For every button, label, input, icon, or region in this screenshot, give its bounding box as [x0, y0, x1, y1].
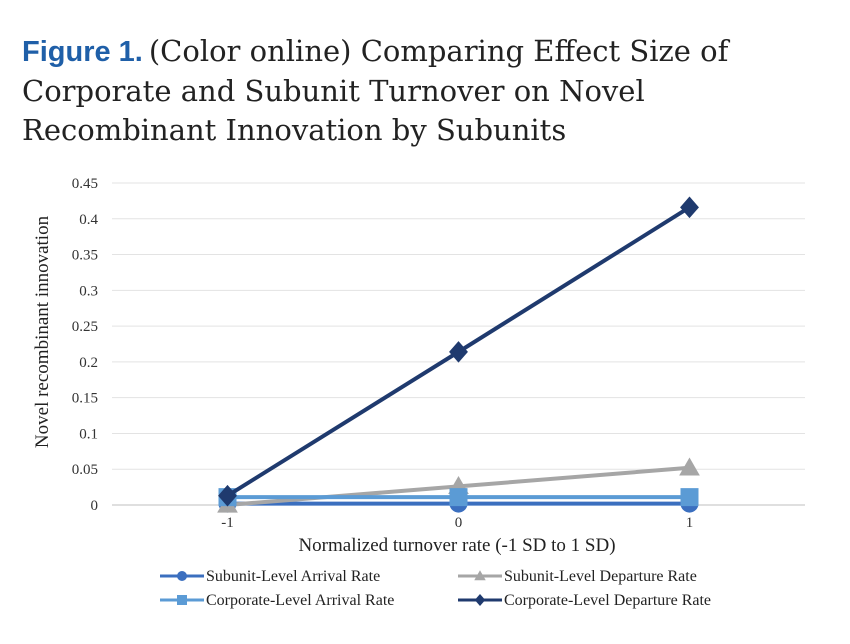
y-tick-labels: 0 0.05 0.1 0.15 0.2 0.25 0.3 0.35 0.4 0.45: [72, 176, 99, 514]
x-axis-title: Normalized turnover rate (-1 SD to 1 SD): [298, 535, 615, 556]
y-tick-label: 0: [91, 498, 99, 514]
legend-item: Subunit-Level Arrival Rate: [160, 568, 380, 585]
data-point-square: [449, 488, 468, 507]
y-tick-label: 0.35: [72, 248, 98, 264]
y-tick-label: 0.1: [79, 426, 98, 442]
legend-label: Subunit-Level Departure Rate: [504, 568, 697, 585]
y-tick-label: 0.45: [72, 176, 98, 192]
legend-item: Corporate-Level Arrival Rate: [160, 592, 394, 609]
legend-marker-square: [177, 595, 187, 605]
y-tick-label: 0.25: [72, 319, 98, 335]
legend-marker-triangle: [474, 570, 486, 581]
x-tick-labels: -1 0 1: [221, 515, 693, 531]
legend-item: Corporate-Level Departure Rate: [458, 592, 711, 609]
y-axis-title: Novel recombinant innovation: [32, 215, 53, 448]
y-tick-label: 0.05: [72, 462, 98, 478]
series-group: [217, 196, 700, 513]
figure-caption-text: (Color online) Comparing Effect Size of …: [22, 34, 729, 147]
legend-label: Corporate-Level Arrival Rate: [206, 592, 394, 609]
y-tick-label: 0.15: [72, 391, 98, 407]
data-point-diamond: [680, 196, 699, 219]
x-tick-label: 0: [455, 515, 463, 531]
legend-label: Subunit-Level Arrival Rate: [206, 568, 380, 585]
legend: Subunit-Level Arrival Rate Subunit-Level …: [160, 568, 711, 609]
legend-marker-diamond: [474, 594, 486, 606]
legend-item: Subunit-Level Departure Rate: [458, 568, 697, 585]
x-tick-label: -1: [221, 515, 234, 531]
y-tick-label: 0.3: [79, 283, 98, 299]
figure-label: Figure 1.: [22, 36, 143, 68]
data-point-diamond: [449, 341, 468, 363]
data-point-diamond: [218, 484, 237, 507]
y-tick-label: 0.4: [79, 212, 98, 228]
data-point-triangle: [679, 457, 700, 476]
legend-marker-circle: [177, 571, 187, 581]
data-point-square: [680, 488, 699, 507]
series-corporate-level-departure-rate: [218, 196, 699, 507]
x-tick-label: 1: [686, 515, 694, 531]
legend-label: Corporate-Level Departure Rate: [504, 592, 711, 609]
y-tick-label: 0.2: [79, 355, 98, 371]
figure-caption: Figure 1. (Color online) Comparing Effect…: [22, 32, 832, 150]
